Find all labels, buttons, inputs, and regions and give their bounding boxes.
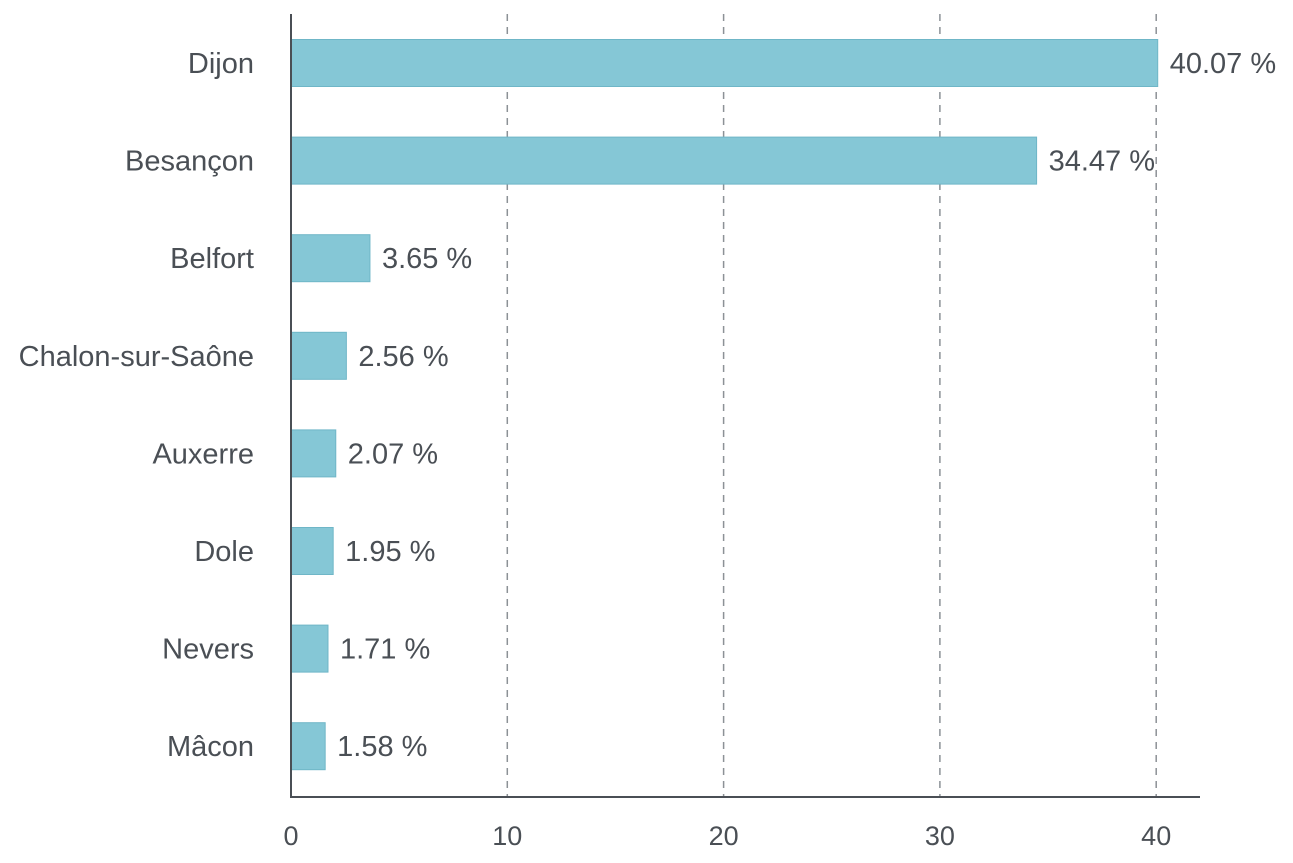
x-tick-label: 0 <box>283 821 298 851</box>
bar-auxerre <box>290 429 337 478</box>
labels: 0 10 20 30 40 Dijon 40.07 % Besançon 34.47 % Belf… <box>19 48 1276 851</box>
category-label: Dole <box>194 536 254 568</box>
bars <box>290 39 1159 771</box>
value-label: 1.71 % <box>340 634 430 666</box>
value-label: 40.07 % <box>1170 48 1276 80</box>
value-label: 2.56 % <box>358 341 448 373</box>
category-label: Nevers <box>162 634 254 666</box>
value-label: 34.47 % <box>1049 146 1155 178</box>
category-label: Chalon-sur-Saône <box>19 341 254 373</box>
category-label: Besançon <box>125 146 254 178</box>
value-label: 3.65 % <box>382 243 472 275</box>
bar-nevers <box>290 624 329 673</box>
bar-belfort <box>290 234 371 283</box>
bar-dijon <box>290 39 1159 87</box>
x-tick-label: 30 <box>925 821 955 851</box>
value-label: 1.95 % <box>345 536 435 568</box>
bar-m-con <box>290 722 326 771</box>
bar-besan-on <box>290 136 1038 185</box>
x-tick-label: 40 <box>1141 821 1171 851</box>
category-label: Mâcon <box>167 731 254 763</box>
x-tick-label: 10 <box>492 821 522 851</box>
grid-lines <box>506 14 1157 797</box>
bar-chalon-sur-sa-ne <box>290 331 347 380</box>
category-label: Auxerre <box>152 438 254 470</box>
bar-dole <box>290 527 334 575</box>
value-label: 1.58 % <box>337 731 427 763</box>
axes <box>290 14 1200 798</box>
category-label: Belfort <box>170 243 254 275</box>
value-label: 2.07 % <box>348 438 438 470</box>
x-tick-label: 20 <box>709 821 739 851</box>
category-label: Dijon <box>188 48 254 80</box>
